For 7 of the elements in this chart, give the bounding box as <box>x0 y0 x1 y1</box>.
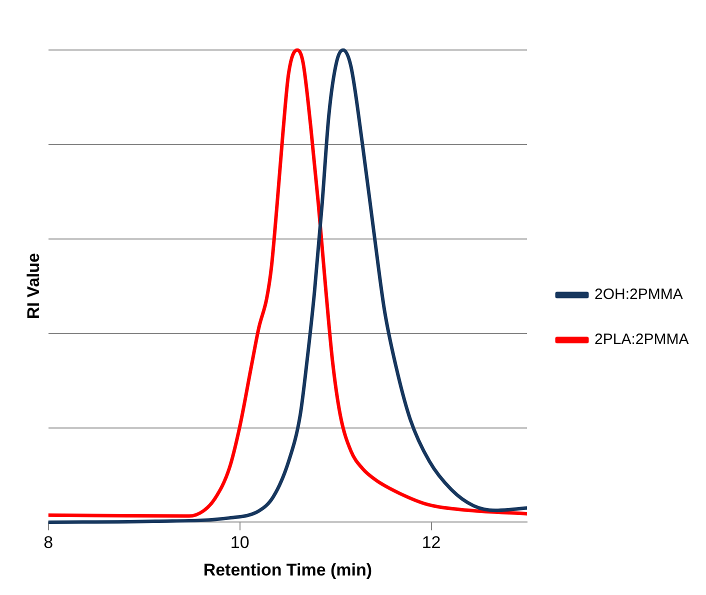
x-tick-label: 8 <box>44 533 54 552</box>
x-axis-title: Retention Time (min) <box>203 560 372 580</box>
x-tick-label: 10 <box>230 533 250 552</box>
legend-label: 2PLA:2PMMA <box>594 331 689 348</box>
y-axis-title: RI Value <box>24 253 43 320</box>
x-tick-label: 12 <box>422 533 441 552</box>
legend-label: 2OH:2PMMA <box>594 286 683 304</box>
